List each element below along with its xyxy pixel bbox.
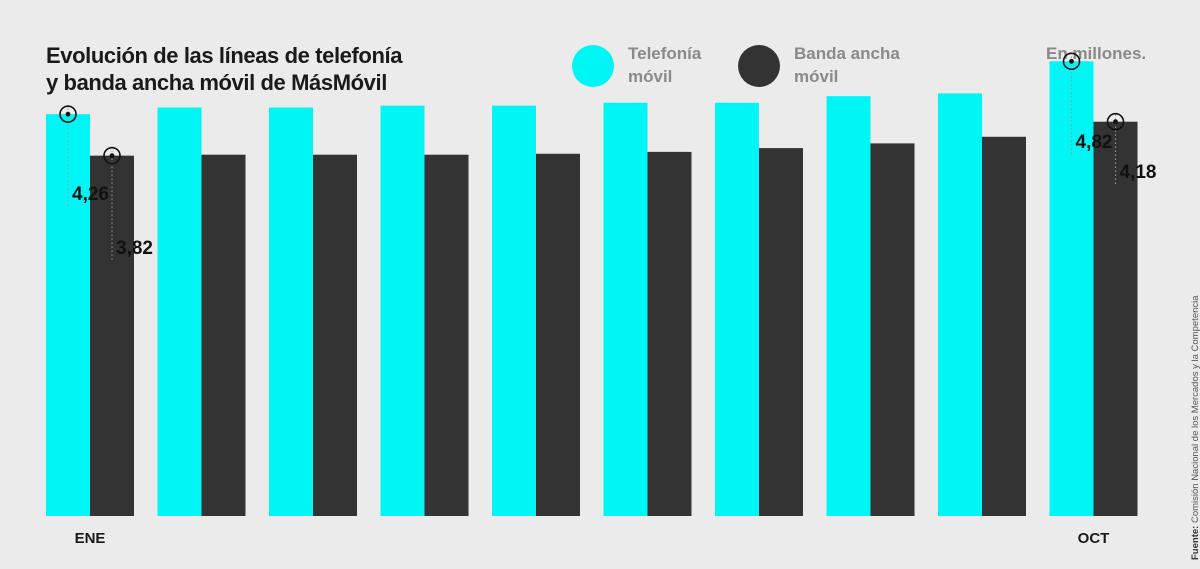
annotation-marker-ring-0-0 xyxy=(59,105,77,123)
bar-telefonia-5 xyxy=(603,102,648,517)
chart-title-line1: Evolución de las líneas de telefonía xyxy=(46,43,403,68)
bar-telefonia-6 xyxy=(715,102,759,517)
bar-telefonia-7 xyxy=(826,96,871,517)
bar-banda-4 xyxy=(536,153,580,517)
data-label-1-0: 3,82 xyxy=(116,238,153,259)
bar-banda-6 xyxy=(759,148,803,517)
bar-telefonia-1 xyxy=(157,107,202,516)
annotation-marker-ring-1-0 xyxy=(103,146,121,165)
chart-title: Evolución de las líneas de telefonía y b… xyxy=(46,42,402,96)
data-label-1-9: 4,18 xyxy=(1120,162,1157,183)
data-label-0-9: 4,82 xyxy=(1076,132,1113,153)
bar-banda-3 xyxy=(424,154,469,516)
annotation-marker-dot-0-0 xyxy=(65,111,71,117)
bar-telefonia-0 xyxy=(46,114,90,517)
legend-swatch-telefonia xyxy=(572,45,614,87)
legend-label-telefonia: Telefonía móvil xyxy=(628,44,702,86)
bar-telefonia-3 xyxy=(380,105,425,516)
bar-telefonia-8 xyxy=(938,93,982,516)
bar-banda-5 xyxy=(647,151,692,517)
annotation-marker-ring-1-9 xyxy=(1106,112,1125,131)
bar-banda-7 xyxy=(870,143,915,516)
bar-telefonia-2 xyxy=(269,107,313,516)
bar-banda-9 xyxy=(1093,121,1138,517)
data-label-0-0: 4,26 xyxy=(72,184,109,205)
legend-label-banda: Banda ancha móvil xyxy=(794,44,900,86)
bar-banda-1 xyxy=(201,154,246,516)
annotation-marker-dot-1-9 xyxy=(1113,119,1118,125)
bar-telefonia-4 xyxy=(492,105,536,516)
category-label-0: ENE xyxy=(75,530,106,547)
annotation-marker-dot-0-9 xyxy=(1069,58,1074,64)
legend-item-banda: Banda ancha móvil xyxy=(738,42,924,88)
annotation-marker-ring-0-9 xyxy=(1062,52,1081,71)
unit-note: En millones. xyxy=(1046,44,1147,63)
legend-swatch-banda xyxy=(738,45,780,87)
bar-banda-0 xyxy=(90,155,134,517)
bar-banda-2 xyxy=(313,154,357,516)
bar-banda-8 xyxy=(982,136,1026,516)
category-label-9: OCT xyxy=(1078,530,1110,547)
chart-title-line2: y banda ancha móvil de MásMóvil xyxy=(46,70,387,95)
annotation-marker-dot-1-0 xyxy=(109,153,115,159)
legend-item-telefonia: Telefonía móvil xyxy=(572,42,758,88)
